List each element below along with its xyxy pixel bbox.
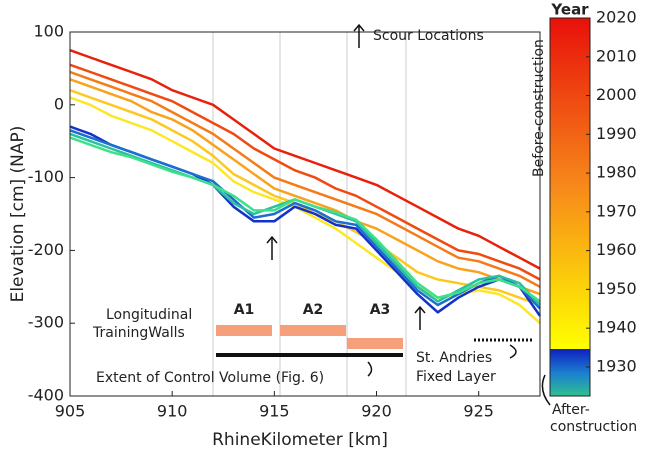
colorbar bbox=[549, 17, 591, 397]
colorbar-tick-label: 1930 bbox=[596, 356, 637, 375]
annotation: Longitudinal bbox=[106, 307, 192, 323]
annotation: Extent of Control Volume (Fig. 6) bbox=[96, 370, 324, 386]
x-axis-label: RhineKilometer [km] bbox=[212, 430, 388, 450]
colorbar-tick-label: 2010 bbox=[596, 46, 637, 65]
profile-line bbox=[69, 49, 541, 270]
arrow-head bbox=[353, 23, 365, 32]
plot-frame bbox=[69, 31, 541, 397]
colorbar-label: Year bbox=[550, 1, 589, 19]
arrow-head bbox=[266, 235, 278, 244]
arrow-head bbox=[414, 305, 426, 314]
annotation: A3 bbox=[370, 302, 391, 318]
colorbar-tick-label: 1960 bbox=[596, 240, 637, 259]
wall-a3 bbox=[347, 338, 403, 349]
y-tick-label: -400 bbox=[28, 386, 64, 405]
y-axis-label: Elevation [cm] (NAP) bbox=[8, 126, 28, 303]
annotation: Before-construction bbox=[531, 39, 547, 177]
bracket bbox=[509, 344, 517, 359]
colorbar-tick-label: 1970 bbox=[596, 201, 637, 220]
annotation: After- bbox=[552, 402, 590, 418]
x-tick-label: 905 bbox=[55, 402, 86, 421]
wall-a1 bbox=[216, 325, 272, 336]
annotation: A2 bbox=[303, 302, 324, 318]
colorbar-tick-label: 1950 bbox=[596, 279, 637, 298]
bracket bbox=[541, 374, 551, 406]
profile-line bbox=[69, 78, 541, 296]
profile-line bbox=[69, 89, 541, 307]
colorbar-tick-label: 1990 bbox=[596, 124, 637, 143]
profile-line bbox=[69, 70, 541, 288]
annotation: construction bbox=[550, 419, 637, 435]
profile-line bbox=[69, 63, 541, 281]
colorbar-tick-label: 1940 bbox=[596, 318, 637, 337]
y-tick-label: -100 bbox=[28, 167, 64, 186]
annotation: St. Andries bbox=[416, 350, 492, 366]
annotation: Fixed Layer bbox=[416, 369, 496, 385]
colorbar-tick-label: 1980 bbox=[596, 163, 637, 182]
bracket bbox=[367, 361, 373, 377]
y-tick-label: 0 bbox=[54, 94, 64, 113]
x-tick-label: 915 bbox=[259, 402, 290, 421]
profile-line bbox=[69, 129, 541, 310]
wall-a2 bbox=[280, 325, 346, 336]
profile-line bbox=[69, 136, 541, 303]
x-tick-label: 925 bbox=[463, 402, 494, 421]
y-tick-label: 100 bbox=[33, 22, 64, 41]
colorbar-tick-label: 2000 bbox=[596, 85, 637, 104]
x-tick-label: 910 bbox=[157, 402, 188, 421]
x-tick-label: 920 bbox=[361, 402, 392, 421]
y-tick-label: -300 bbox=[28, 313, 64, 332]
annotation: TrainingWalls bbox=[92, 325, 185, 341]
colorbar-tick-label: 2020 bbox=[596, 8, 637, 27]
annotation: A1 bbox=[234, 302, 255, 318]
annotations bbox=[216, 23, 551, 406]
y-tick-label: -200 bbox=[28, 240, 64, 259]
annotation: Scour Locations bbox=[373, 28, 484, 44]
